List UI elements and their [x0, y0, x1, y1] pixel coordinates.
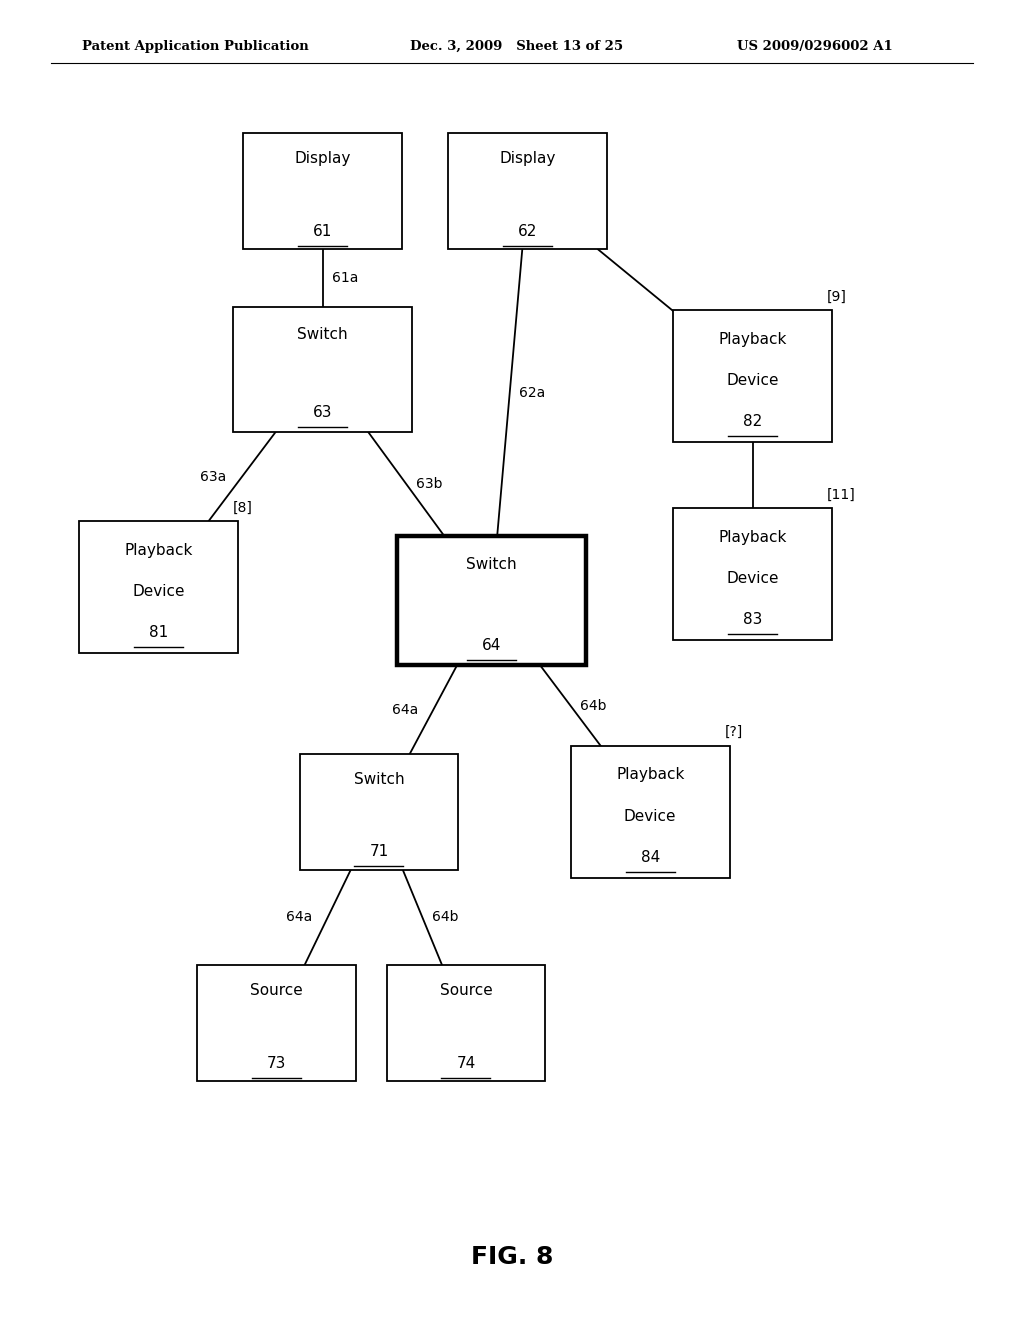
- Bar: [299, 754, 459, 870]
- Text: 64b: 64b: [580, 698, 606, 713]
- Bar: [571, 746, 729, 878]
- Text: 84: 84: [641, 850, 659, 865]
- Text: Switch: Switch: [297, 327, 348, 342]
- Text: 74: 74: [457, 1056, 475, 1071]
- Text: [9]: [9]: [827, 289, 847, 304]
- Text: 63a: 63a: [200, 470, 226, 484]
- Bar: [387, 965, 545, 1081]
- Text: Source: Source: [439, 983, 493, 998]
- Bar: [396, 536, 586, 665]
- Bar: [244, 133, 401, 249]
- Text: 63b: 63b: [416, 477, 442, 491]
- Bar: [674, 310, 831, 442]
- Text: 64a: 64a: [391, 702, 418, 717]
- Text: Switch: Switch: [353, 772, 404, 787]
- Text: 62a: 62a: [519, 385, 546, 400]
- Text: Source: Source: [250, 983, 303, 998]
- Text: 73: 73: [267, 1056, 286, 1071]
- Text: 63: 63: [312, 405, 333, 420]
- Bar: [80, 521, 238, 653]
- Text: 81: 81: [150, 626, 168, 640]
- Text: 61: 61: [313, 224, 332, 239]
- Bar: [449, 133, 606, 249]
- Text: Device: Device: [132, 585, 185, 599]
- Text: 64: 64: [482, 638, 501, 652]
- Text: 61a: 61a: [332, 271, 358, 285]
- Text: 82: 82: [743, 414, 762, 429]
- Text: Playback: Playback: [125, 543, 193, 558]
- Text: Playback: Playback: [719, 331, 786, 347]
- Text: Playback: Playback: [719, 529, 786, 545]
- Text: 83: 83: [743, 612, 762, 627]
- Text: 64b: 64b: [432, 911, 458, 924]
- Text: Device: Device: [726, 374, 779, 388]
- Text: FIG. 8: FIG. 8: [471, 1245, 553, 1269]
- Text: 64a: 64a: [286, 911, 312, 924]
- Text: [?]: [?]: [725, 725, 742, 739]
- Text: 62: 62: [518, 224, 537, 239]
- Text: [11]: [11]: [827, 487, 856, 502]
- Text: Display: Display: [499, 152, 556, 166]
- Text: Switch: Switch: [466, 557, 517, 572]
- Text: [8]: [8]: [232, 500, 253, 515]
- Text: 71: 71: [370, 845, 388, 859]
- Text: Display: Display: [294, 152, 351, 166]
- Text: US 2009/0296002 A1: US 2009/0296002 A1: [737, 40, 893, 53]
- Bar: [233, 308, 412, 433]
- Bar: [197, 965, 356, 1081]
- Text: Device: Device: [726, 572, 779, 586]
- Text: Dec. 3, 2009   Sheet 13 of 25: Dec. 3, 2009 Sheet 13 of 25: [410, 40, 623, 53]
- Bar: [674, 508, 831, 640]
- Text: Playback: Playback: [616, 767, 684, 783]
- Text: Device: Device: [624, 809, 677, 824]
- Text: Patent Application Publication: Patent Application Publication: [82, 40, 308, 53]
